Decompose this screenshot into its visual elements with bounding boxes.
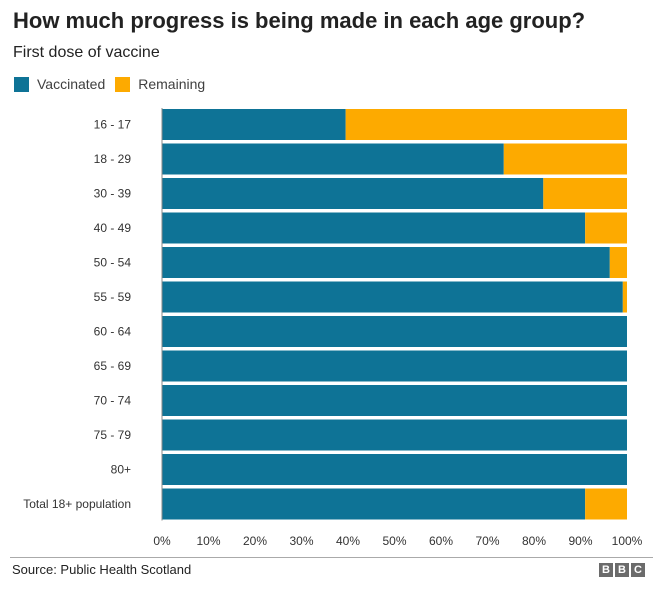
source-text: Source: Public Health Scotland bbox=[12, 562, 192, 577]
bar-segment-vaccinated bbox=[162, 350, 627, 382]
category-label: 65 - 69 bbox=[94, 359, 132, 373]
x-tick-label: 90% bbox=[568, 534, 592, 548]
category-label: 60 - 64 bbox=[94, 325, 132, 339]
legend: Vaccinated Remaining bbox=[14, 76, 215, 92]
bar-segment-vaccinated bbox=[162, 247, 610, 278]
bar-segment-vaccinated bbox=[162, 454, 627, 485]
legend-swatch-remaining bbox=[115, 76, 131, 92]
x-tick-label: 30% bbox=[289, 534, 313, 548]
category-label: 70 - 74 bbox=[94, 394, 132, 408]
x-tick-label: 0% bbox=[153, 534, 171, 548]
legend-swatch-vaccinated bbox=[14, 76, 29, 92]
bbc-logo: B B C bbox=[597, 563, 645, 577]
category-label: 50 - 54 bbox=[94, 256, 132, 270]
legend-label-remaining: Remaining bbox=[138, 76, 206, 92]
x-tick-label: 10% bbox=[196, 534, 220, 548]
x-tick-label: 80% bbox=[522, 534, 546, 548]
bbc-logo-letter: B bbox=[615, 563, 629, 577]
bar-segment-remaining bbox=[585, 488, 627, 520]
category-label: Total 18+ population bbox=[23, 497, 131, 511]
bar-segment-vaccinated bbox=[162, 488, 586, 520]
legend-item-remaining: Remaining bbox=[115, 76, 205, 92]
x-tick-label: 70% bbox=[475, 534, 499, 548]
x-tick-label: 50% bbox=[382, 534, 406, 548]
legend-item-vaccinated: Vaccinated bbox=[14, 76, 105, 92]
category-label: 75 - 79 bbox=[94, 428, 132, 442]
bar-segment-vaccinated bbox=[162, 281, 623, 313]
bar-segment-vaccinated bbox=[162, 178, 544, 209]
category-label: 55 - 59 bbox=[94, 290, 132, 304]
bar-segment-remaining bbox=[503, 143, 627, 175]
category-label: 30 - 39 bbox=[94, 187, 132, 201]
bar-segment-remaining bbox=[345, 109, 627, 140]
bar-segment-vaccinated bbox=[162, 316, 627, 347]
category-label: 80+ bbox=[111, 463, 131, 477]
legend-label-vaccinated: Vaccinated bbox=[37, 76, 106, 92]
bar-segment-remaining bbox=[622, 281, 627, 313]
x-tick-label: 100% bbox=[612, 534, 643, 548]
bar-segment-remaining bbox=[609, 247, 627, 278]
category-label: 16 - 17 bbox=[94, 118, 132, 132]
category-label: 18 - 29 bbox=[94, 152, 132, 166]
bbc-logo-letter: B bbox=[599, 563, 613, 577]
chart-subtitle: First dose of vaccine bbox=[13, 44, 160, 61]
bbc-logo-letter: C bbox=[631, 563, 645, 577]
bar-segment-vaccinated bbox=[162, 212, 586, 244]
bar-segment-vaccinated bbox=[162, 385, 627, 416]
bar-chart: 16 - 17 18 - 29 30 - 39 40 - 49 50 - 54 55 - … bbox=[23, 108, 643, 548]
bar-segment-remaining bbox=[585, 212, 627, 244]
x-tick-label: 40% bbox=[336, 534, 360, 548]
chart-title: How much progress is being made in each … bbox=[13, 8, 586, 33]
bar-segment-vaccinated bbox=[162, 109, 346, 140]
bar-segment-vaccinated bbox=[162, 143, 504, 175]
bar-segment-vaccinated bbox=[162, 419, 627, 451]
category-label: 40 - 49 bbox=[94, 221, 132, 235]
bar-segment-remaining bbox=[543, 178, 627, 209]
source-divider bbox=[10, 557, 653, 558]
x-tick-label: 20% bbox=[243, 534, 267, 548]
x-tick-label: 60% bbox=[429, 534, 453, 548]
